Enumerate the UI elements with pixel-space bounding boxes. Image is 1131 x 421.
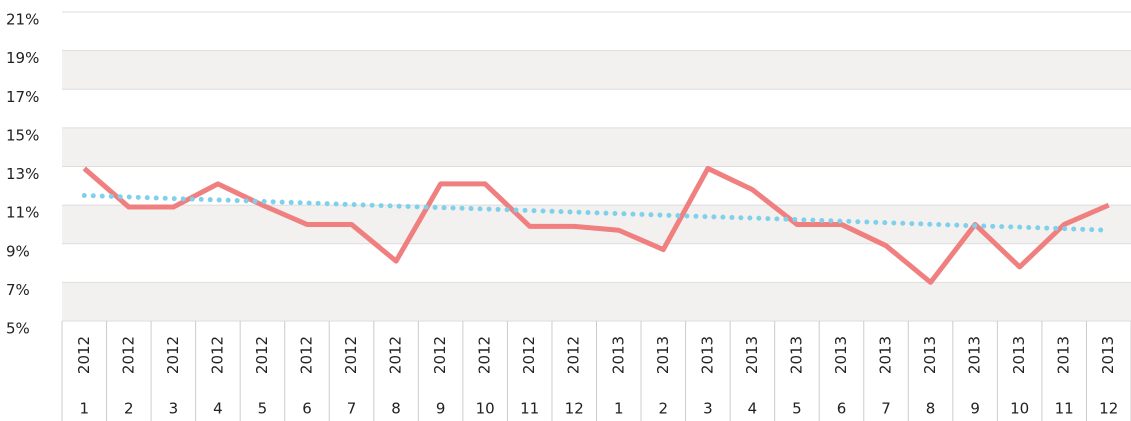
x-year-label: 2013 (743, 336, 761, 374)
x-tick-label: 8 (926, 400, 936, 418)
x-year-label: 2013 (832, 336, 850, 374)
y-tick-label: 15% (6, 126, 39, 144)
x-year-label: 2012 (565, 336, 583, 374)
x-year-label: 2013 (921, 336, 939, 374)
x-year-label: 2013 (1099, 336, 1117, 374)
grid-band (62, 127, 1131, 167)
x-tick-label: 5 (258, 400, 268, 418)
x-tick-label: 4 (748, 400, 758, 418)
x-year-label: 2012 (208, 336, 226, 374)
x-year-label: 2012 (119, 336, 137, 374)
x-tick-label: 12 (1099, 400, 1118, 418)
x-year-label: 2012 (431, 336, 449, 374)
x-year-label: 2013 (787, 336, 805, 374)
x-tick-label: 11 (1055, 400, 1074, 418)
x-tick-label: 9 (436, 400, 446, 418)
y-tick-label: 11% (6, 204, 39, 222)
x-year-label: 2012 (342, 336, 360, 374)
x-tick-label: 7 (881, 400, 891, 418)
x-tick-label: 2 (124, 400, 134, 418)
y-tick-label: 9% (6, 242, 30, 260)
x-tick-label: 5 (792, 400, 802, 418)
x-year-label: 2012 (297, 336, 315, 374)
y-tick-label: 7% (6, 281, 30, 299)
x-year-label: 2013 (966, 336, 984, 374)
y-tick-label: 17% (6, 88, 39, 106)
y-tick-label: 13% (6, 165, 39, 183)
x-tick-label: 7 (347, 400, 357, 418)
x-year-label: 2013 (1055, 336, 1073, 374)
x-tick-label: 9 (970, 400, 980, 418)
x-year-label: 2013 (654, 336, 672, 374)
x-year-label: 2013 (877, 336, 895, 374)
x-tick-label: 1 (79, 400, 89, 418)
x-tick-label: 6 (302, 400, 312, 418)
x-tick-label: 3 (703, 400, 713, 418)
x-tick-label: 12 (565, 400, 584, 418)
x-year-label: 2013 (698, 336, 716, 374)
x-year-label: 2012 (75, 336, 93, 374)
x-tick-label: 11 (520, 400, 539, 418)
y-tick-label: 19% (6, 49, 39, 67)
x-year-label: 2013 (1010, 336, 1028, 374)
y-tick-label: 21% (6, 11, 39, 29)
y-tick-label: 5% (6, 320, 30, 338)
x-tick-label: 3 (169, 400, 179, 418)
x-year-label: 2012 (164, 336, 182, 374)
grid-band (62, 282, 1131, 321)
x-year-label: 2013 (609, 336, 627, 374)
x-tick-label: 10 (476, 400, 495, 418)
x-year-label: 2012 (387, 336, 405, 374)
x-tick-label: 4 (213, 400, 223, 418)
x-tick-label: 1 (614, 400, 624, 418)
x-tick-label: 8 (391, 400, 401, 418)
line-series (81, 192, 1112, 233)
x-year-label: 2012 (253, 336, 271, 374)
x-tick-label: 6 (837, 400, 847, 418)
x-tick-label: 2 (659, 400, 669, 418)
x-year-label: 2012 (520, 336, 538, 374)
x-tick-label: 10 (1010, 400, 1029, 418)
x-year-label: 2012 (476, 336, 494, 374)
grid-band (62, 50, 1131, 90)
